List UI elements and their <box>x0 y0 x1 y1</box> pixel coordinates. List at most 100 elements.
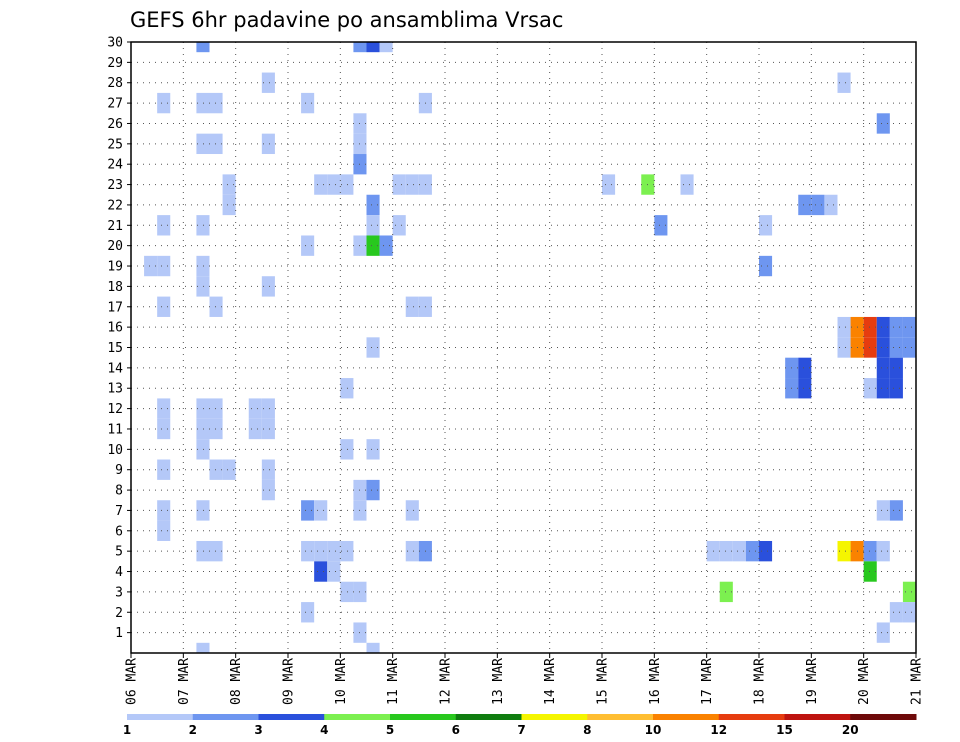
y-tick-label: 9 <box>115 463 123 478</box>
legend-swatch <box>653 714 720 720</box>
heatmap-cell <box>602 174 616 195</box>
heatmap-cell <box>889 316 903 338</box>
heatmap-cell <box>157 296 171 317</box>
heatmap-cell <box>209 398 223 419</box>
heatmap-cell <box>876 378 890 399</box>
heatmap-cell <box>863 378 877 399</box>
heatmap-cell <box>366 42 380 53</box>
heatmap-cell <box>157 459 171 480</box>
heatmap-cell <box>144 255 158 277</box>
heatmap-cell <box>222 194 236 216</box>
heatmap-cell <box>261 418 275 440</box>
legend-label: 12 <box>710 723 727 737</box>
heatmap-cell <box>876 113 890 134</box>
x-tick-label: 16 MAR <box>648 658 663 705</box>
heatmap-cell <box>863 561 877 582</box>
grid-lines <box>131 42 916 653</box>
heatmap-cell <box>863 337 877 358</box>
x-tick-label: 19 MAR <box>805 658 820 705</box>
y-tick-label: 11 <box>107 422 123 437</box>
heatmap-cell <box>209 296 223 317</box>
y-tick-label: 29 <box>107 56 123 71</box>
heatmap-cell <box>366 479 380 501</box>
heatmap-cell <box>157 418 171 440</box>
heatmap-cell <box>405 174 419 195</box>
heatmap-cell <box>209 418 223 440</box>
legend-swatch <box>455 714 522 720</box>
y-tick-label: 4 <box>115 565 123 580</box>
heatmap-cell <box>314 500 328 521</box>
heatmap-cell <box>798 378 812 399</box>
heatmap-cell <box>327 540 341 562</box>
heatmap-cell <box>196 42 210 53</box>
x-tick-label: 06 MAR <box>125 658 140 705</box>
x-tick-label: 13 MAR <box>491 658 506 705</box>
heatmap-cell <box>222 174 236 195</box>
heatmap-cell <box>261 459 275 480</box>
heatmap-cell <box>863 316 877 338</box>
heatmap-cell <box>759 215 773 236</box>
heatmap-cell <box>196 418 210 440</box>
heatmap-cell <box>719 540 733 562</box>
y-tick-label: 21 <box>107 219 123 234</box>
heatmap-cell <box>876 337 890 358</box>
y-tick-label: 28 <box>107 76 123 91</box>
heatmap-cell <box>301 235 315 256</box>
heatmap-cell <box>366 194 380 216</box>
legend-swatch <box>192 714 259 720</box>
heatmap-cell <box>798 194 812 216</box>
heatmap-cell <box>196 276 210 297</box>
legend-label: 6 <box>452 723 460 737</box>
heatmap-cell <box>157 520 171 541</box>
heatmap-cell <box>889 357 903 379</box>
legend-label: 4 <box>320 723 328 737</box>
heatmap-cell <box>366 439 380 460</box>
heatmap-cell <box>157 398 171 419</box>
heatmap-cell <box>196 255 210 277</box>
x-tick-label: 10 MAR <box>334 658 349 705</box>
y-tick-label: 30 <box>107 36 123 51</box>
legend-label: 8 <box>583 723 591 737</box>
legend-label: 15 <box>776 723 793 737</box>
legend-label: 20 <box>842 723 859 737</box>
x-tick-label: 09 MAR <box>282 658 297 705</box>
heatmap-cell <box>157 255 171 277</box>
legend-swatch <box>127 714 194 720</box>
heatmap-cell <box>405 296 419 317</box>
y-tick-label: 3 <box>115 585 123 600</box>
heatmap-cell <box>196 439 210 460</box>
heatmap-cell <box>889 337 903 358</box>
heatmap-cell <box>837 540 851 562</box>
heatmap-cell <box>889 500 903 521</box>
heatmap-cell <box>248 418 262 440</box>
legend-swatch <box>258 714 325 720</box>
heatmap-cell <box>301 92 315 114</box>
x-tick-label: 21 MAR <box>910 658 925 705</box>
heatmap-cell <box>379 42 393 53</box>
heatmap-cell <box>327 174 341 195</box>
x-tick-label: 18 MAR <box>753 658 768 705</box>
heatmap-cell <box>157 215 171 236</box>
heatmap-cell <box>301 602 315 623</box>
heatmap-cell <box>301 500 315 521</box>
heatmap-cell <box>222 459 236 480</box>
heatmap-cell <box>196 215 210 236</box>
legend-label: 10 <box>645 723 662 737</box>
legend-label: 2 <box>189 723 197 737</box>
heatmap-cell <box>196 92 210 114</box>
heatmap-cell <box>824 194 838 216</box>
heatmap-cell <box>745 540 759 562</box>
heatmap-cells <box>144 42 916 653</box>
heatmap-cell <box>248 398 262 419</box>
heatmap-cell <box>314 561 328 582</box>
x-tick-label: 08 MAR <box>229 658 244 705</box>
heatmap-cell <box>196 500 210 521</box>
y-tick-label: 8 <box>115 484 123 499</box>
heatmap-cell <box>314 174 328 195</box>
heatmap-cell <box>902 602 916 623</box>
legend-label: 3 <box>254 723 262 737</box>
heatmap-cell <box>366 215 380 236</box>
y-tick-label: 10 <box>107 443 123 458</box>
legend-swatch <box>850 714 917 720</box>
